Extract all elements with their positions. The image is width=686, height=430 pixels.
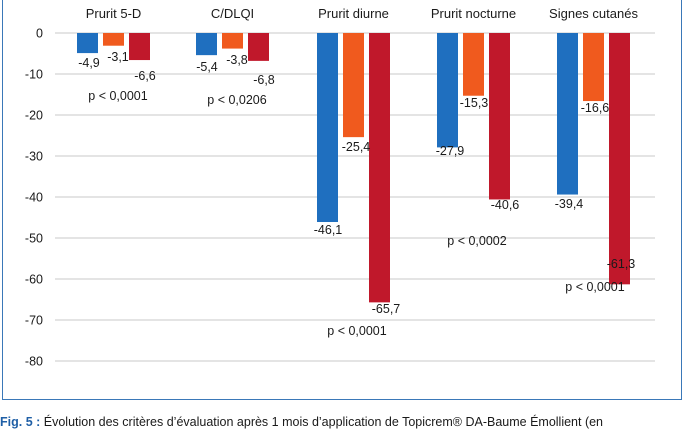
caption-text: Évolution des critères d’évaluation aprè…	[40, 415, 604, 429]
bar	[583, 33, 604, 102]
bar	[343, 33, 364, 138]
bar	[437, 33, 458, 148]
y-tick-label: -40	[25, 191, 43, 205]
data-label: -40,6	[491, 198, 520, 212]
bar	[129, 33, 150, 61]
bar	[369, 33, 390, 303]
bar	[248, 33, 269, 61]
category-label: Prurit diurne	[318, 6, 389, 21]
y-tick-label: -70	[25, 314, 43, 328]
category-label: Prurit nocturne	[431, 6, 516, 21]
y-tick-label: -20	[25, 109, 43, 123]
data-label: -46,1	[314, 223, 343, 237]
data-label: -15,3	[460, 96, 489, 110]
bar	[609, 33, 630, 285]
bar	[489, 33, 510, 200]
bar	[103, 33, 124, 46]
category-label: Prurit 5-D	[86, 6, 142, 21]
data-label: -3,8	[226, 53, 248, 67]
bar	[463, 33, 484, 96]
data-label: -25,4	[342, 140, 371, 154]
category-label: C/DLQI	[211, 6, 254, 21]
y-tick-label: -60	[25, 273, 43, 287]
y-tick-label: -50	[25, 232, 43, 246]
chart-frame: 0 -10 -20 -30 -40 -50 -60 -70 -80 Prurit 5-D C/DLQ…	[2, 0, 682, 400]
bar	[557, 33, 578, 195]
y-tick-label: -10	[25, 68, 43, 82]
y-tick-label: -30	[25, 150, 43, 164]
category-label: Signes cutanés	[549, 6, 638, 21]
bar-chart: 0 -10 -20 -30 -40 -50 -60 -70 -80 Prurit 5-D C/DLQ…	[25, 6, 655, 369]
data-label: -6,6	[134, 69, 156, 83]
p-value-annotation: p < 0,0001	[327, 324, 386, 338]
p-value-annotation: p < 0,0002	[447, 234, 506, 248]
data-label: -4,9	[78, 56, 100, 70]
data-label: -16,6	[581, 101, 610, 115]
bar	[222, 33, 243, 49]
data-label: -6,8	[253, 73, 275, 87]
data-label: -39,4	[555, 197, 584, 211]
p-value-annotation: p < 0,0206	[207, 93, 266, 107]
y-tick-label: -80	[25, 355, 43, 369]
data-label: -27,9	[436, 144, 465, 158]
bar	[77, 33, 98, 54]
figure-label: Fig. 5 :	[0, 415, 41, 429]
data-label: -61,3	[607, 257, 636, 271]
bar	[317, 33, 338, 223]
data-label: -3,1	[107, 50, 129, 64]
figure-caption: Fig. 5 : Évolution des critères d’évalua…	[0, 414, 686, 430]
p-value-annotation: p < 0,0001	[88, 89, 147, 103]
p-value-annotation: p < 0,0001	[565, 280, 624, 294]
data-label: -65,7	[372, 302, 401, 316]
data-label: -5,4	[196, 60, 218, 74]
bar	[196, 33, 217, 56]
y-tick-label: 0	[36, 27, 43, 41]
